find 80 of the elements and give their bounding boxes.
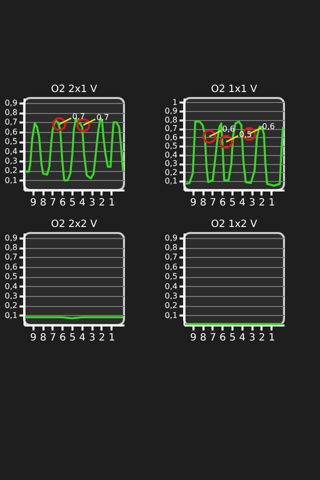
y-tick-label: 0,3 — [4, 156, 18, 166]
x-tick-label: 5 — [69, 332, 76, 344]
y-tick-label: 0,7 — [4, 118, 18, 127]
x-tick-label: 2 — [98, 332, 106, 344]
annotation: 0,7 — [96, 113, 110, 122]
x-tick-label: 5 — [69, 198, 76, 208]
x-tick-label: 3 — [248, 198, 256, 208]
y-tick-label: 1 — [172, 98, 178, 107]
x-tick-label: 8 — [200, 332, 206, 344]
x-tick-label: 9 — [190, 332, 197, 344]
chart-title: O2 1x2 V — [210, 219, 258, 230]
x-tick-label: 6 — [60, 198, 66, 208]
x-tick-label: 9 — [30, 332, 37, 344]
y-tick-label: 0,3 — [4, 291, 18, 300]
y-tick-label: 0,2 — [4, 166, 18, 176]
chart-title: O2 2x1 V — [50, 84, 98, 95]
y-tick-label: 0,2 — [164, 301, 178, 310]
y-tick-label: 0,6 — [4, 127, 18, 136]
x-tick-label: 1 — [268, 332, 275, 344]
x-tick-label: 2 — [258, 332, 266, 344]
y-tick-label: 0,5 — [164, 142, 178, 151]
x-tick-label: 8 — [40, 332, 46, 344]
y-tick-label: 0,7 — [4, 252, 18, 262]
y-tick-label: 0,9 — [164, 106, 178, 116]
y-tick-label: 0,4 — [164, 282, 178, 291]
chart-title: O2 1x1 V — [210, 84, 258, 95]
x-tick-label: 7 — [50, 332, 56, 344]
x-tick-label: 2 — [258, 198, 266, 208]
x-tick-label: 1 — [108, 332, 115, 344]
y-tick-label: 0,6 — [164, 132, 178, 142]
y-tick-label: 0,1 — [164, 310, 178, 320]
x-tick-label: 3 — [248, 332, 256, 344]
chart-title: O2 2x2 V — [50, 219, 98, 230]
y-tick-label: 0,1 — [164, 176, 178, 186]
y-tick-label: 0,5 — [4, 137, 18, 146]
x-tick-label: 3 — [88, 332, 96, 344]
y-tick-label: 0,2 — [4, 301, 18, 310]
y-tick-label: 0,4 — [4, 146, 18, 156]
x-tick-label: 1 — [108, 198, 115, 208]
x-tick-label: 4 — [239, 198, 246, 208]
annotation: 0,7 — [72, 112, 86, 122]
y-tick-label: 0,9 — [164, 233, 178, 242]
y-tick-label: 0,3 — [164, 291, 178, 300]
y-tick-label: 0,5 — [4, 272, 18, 282]
y-tick-label: 0,1 — [4, 176, 18, 185]
y-tick-label: 0,8 — [164, 115, 178, 124]
x-tick-label: 2 — [98, 198, 106, 208]
y-tick-label: 0,4 — [4, 282, 18, 291]
y-tick-label: 0,3 — [164, 159, 178, 168]
x-tick-label: 4 — [79, 198, 86, 208]
x-tick-label: 3 — [88, 198, 96, 208]
y-tick-label: 0,2 — [164, 168, 178, 177]
x-tick-label: 5 — [229, 332, 236, 344]
x-tick-label: 5 — [229, 198, 236, 208]
y-tick-label: 0,8 — [164, 243, 178, 252]
y-tick-label: 0,8 — [4, 108, 18, 118]
annotation: 0,6 — [262, 122, 275, 131]
y-tick-label: 0,4 — [164, 150, 178, 160]
x-tick-label: 6 — [60, 332, 66, 344]
y-tick-label: 0,7 — [164, 252, 178, 262]
x-tick-label: 6 — [220, 332, 226, 344]
y-tick-label: 0,5 — [164, 272, 178, 282]
y-tick-label: 0,6 — [164, 262, 178, 272]
x-tick-label: 4 — [79, 332, 86, 344]
x-tick-label: 8 — [200, 198, 206, 208]
x-tick-label: 9 — [30, 198, 37, 208]
y-tick-label: 0,1 — [4, 310, 18, 320]
y-tick-label: 0,7 — [164, 124, 178, 134]
y-tick-label: 0,9 — [4, 98, 18, 108]
y-tick-label: 0,8 — [4, 243, 18, 252]
x-tick-label: 6 — [220, 198, 226, 208]
y-tick-label: 0,6 — [4, 262, 18, 272]
y-tick-label: 0,9 — [4, 233, 18, 242]
x-tick-label: 1 — [268, 198, 275, 208]
x-tick-label: 7 — [50, 198, 56, 208]
x-tick-label: 8 — [40, 198, 46, 208]
x-tick-label: 4 — [239, 332, 246, 344]
x-tick-label: 7 — [210, 332, 216, 344]
x-tick-label: 7 — [210, 198, 216, 208]
x-tick-label: 9 — [190, 198, 197, 208]
